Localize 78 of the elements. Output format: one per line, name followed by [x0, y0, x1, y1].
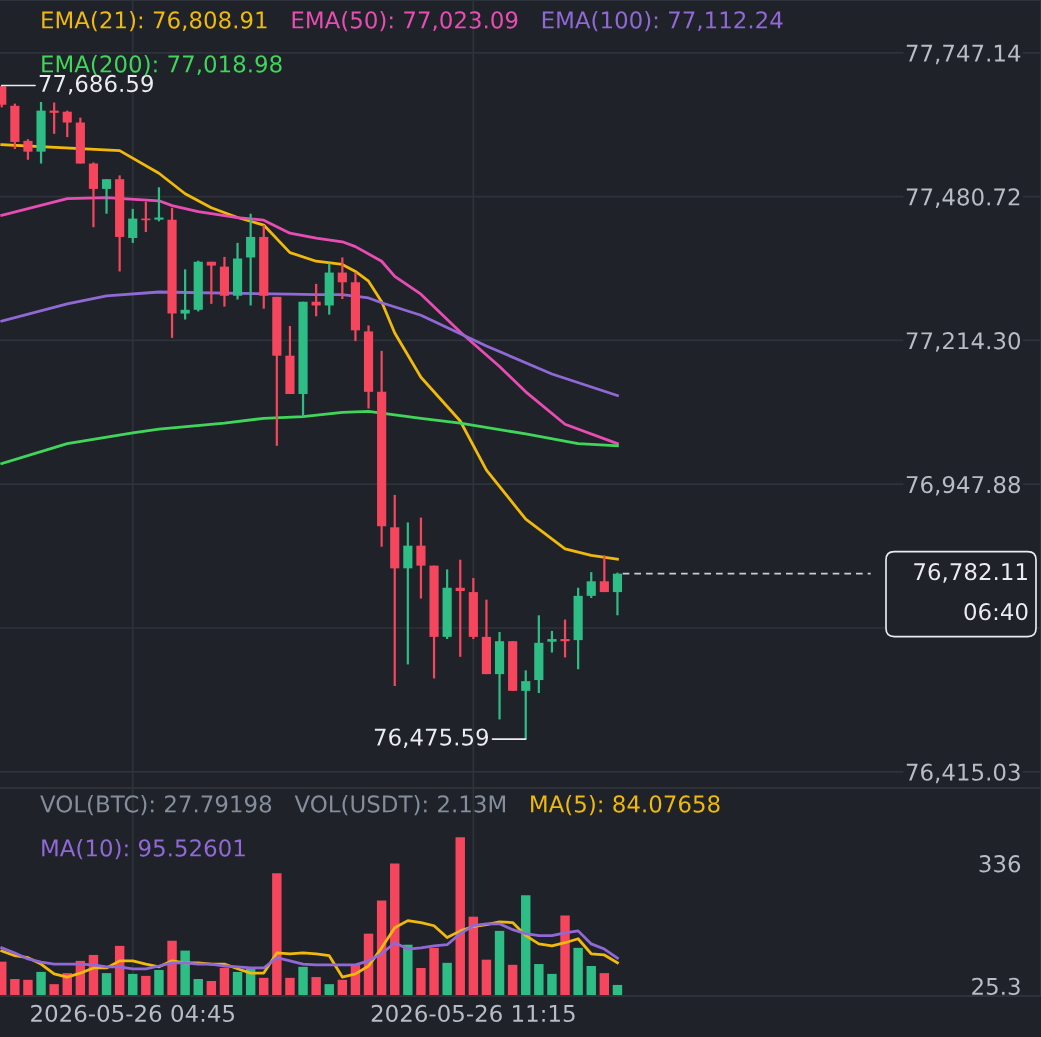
- annotation: 77,686.59: [39, 74, 153, 95]
- candlestick: [547, 629, 557, 654]
- candlestick: [62, 109, 72, 139]
- candlestick: [403, 521, 413, 666]
- y-tick-label: 77,214.30: [906, 332, 1021, 352]
- bar: [219, 967, 230, 996]
- y-tick-label: 77,480.72: [906, 188, 1020, 208]
- candlestick: [455, 558, 465, 658]
- bar: [232, 971, 243, 996]
- candlestick: [586, 571, 596, 600]
- bar: [193, 979, 203, 996]
- bar: [285, 977, 295, 996]
- bar: [390, 863, 400, 996]
- candlestick: [416, 516, 426, 600]
- y-tick-label: 77,747.14: [906, 44, 1021, 65]
- bar: [272, 873, 282, 996]
- bar: [403, 944, 413, 996]
- bar: [560, 915, 570, 996]
- bar: [36, 971, 46, 996]
- candlestick: [101, 178, 112, 215]
- bar: [167, 940, 177, 996]
- bar: [455, 837, 465, 996]
- text: EMA(200): 77,018.98: [42, 54, 282, 76]
- bar: [442, 962, 452, 996]
- bar: [298, 966, 308, 996]
- y-tick-label: 76,947.88: [906, 475, 1020, 496]
- bar: [416, 967, 426, 996]
- bar: [311, 977, 321, 996]
- candlestick: [560, 618, 570, 659]
- bar: [180, 950, 190, 996]
- bar: [534, 964, 544, 996]
- annotation: VOL(USDT): 2.13M: [294, 794, 505, 816]
- bar: [547, 973, 557, 996]
- y-tick-label: 76,415.03: [906, 763, 1020, 784]
- line-series: [0, 196, 619, 446]
- candlestick: [154, 186, 164, 223]
- bar: [507, 964, 518, 996]
- candlestick: [521, 669, 531, 741]
- bar: [101, 973, 112, 996]
- bar: [429, 947, 439, 996]
- bar: [10, 979, 20, 996]
- candlestick: [246, 212, 256, 307]
- bar: [468, 916, 479, 996]
- y-tick-label: 25.3: [972, 977, 1020, 996]
- bar: [521, 895, 531, 996]
- candlestick: [206, 260, 216, 305]
- bar: [154, 969, 164, 996]
- candlestick: [612, 571, 623, 617]
- annotation: 76,475.59: [374, 728, 489, 749]
- text: MA(10): 95.52601: [42, 838, 245, 860]
- x-tick-label: 2026-05-26 04:45: [31, 1004, 234, 1023]
- bar: [23, 979, 33, 996]
- bar: [573, 947, 583, 996]
- annotation: 06:40: [964, 602, 1028, 621]
- annotation: VOL(BTC): 27.79198: [40, 794, 272, 816]
- bar: [494, 930, 505, 996]
- bar: [128, 973, 138, 996]
- bar: [481, 959, 492, 996]
- ref-line-label: 76,782.11: [914, 562, 1027, 583]
- text: EMA(21): 76,808.91: [42, 10, 267, 32]
- line-series: [0, 143, 619, 561]
- bar: [586, 966, 596, 996]
- bar: [49, 984, 59, 996]
- candlestick: [599, 554, 609, 594]
- candlestick: [180, 268, 190, 321]
- text: EMA(100): 77,112.24: [542, 10, 783, 32]
- line-series: [0, 409, 619, 466]
- text: EMA(50): 77,023.09: [292, 10, 518, 32]
- y-tick-label: 336: [979, 855, 1021, 873]
- text: MA(5): 84.07658: [531, 794, 720, 816]
- candlestick: [128, 207, 138, 244]
- bar: [141, 975, 151, 996]
- line-series: [0, 922, 619, 971]
- candlestick: [337, 256, 347, 301]
- candlestick: [23, 138, 33, 161]
- x-tick-label: 2026-05-26 11:15: [371, 1004, 575, 1023]
- bar: [599, 973, 610, 996]
- candlestick: [49, 101, 59, 135]
